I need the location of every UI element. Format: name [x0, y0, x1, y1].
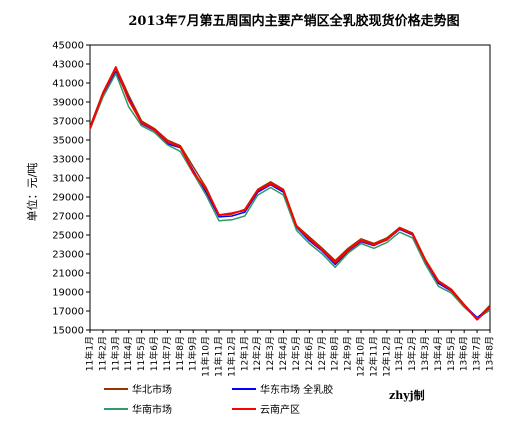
y-tick-label: 39000 [52, 98, 84, 109]
x-tick-label: 11年3月 [109, 336, 121, 371]
x-tick-label: 13年5月 [445, 336, 457, 371]
y-tick-label: 33000 [52, 155, 84, 166]
series-lines [89, 66, 491, 321]
x-tick-label: 12年9月 [342, 336, 354, 371]
y-axis-label: 单位：元/吨 [25, 163, 39, 222]
legend-label-3: 华南市场 [132, 403, 172, 416]
x-tick-label: 11年10月 [200, 336, 212, 377]
x-tick-label: 12年11月 [367, 336, 379, 377]
legend-label-1: 华北市场 [132, 383, 172, 396]
y-tick-label: 19000 [52, 288, 84, 299]
legend-label-2: 华东市场 全乳胶 [260, 383, 333, 396]
x-tick-label: 11年5月 [135, 336, 147, 371]
x-tick-label: 11年8月 [174, 336, 186, 371]
y-tick-label: 27000 [52, 212, 84, 223]
y-tick-label: 23000 [52, 250, 84, 261]
series-line-3 [89, 72, 491, 320]
x-tick-label: 13年4月 [432, 336, 444, 371]
y-tick-label: 43000 [52, 60, 84, 71]
y-tick-label: 41000 [52, 79, 84, 90]
x-tick-label: 11年9月 [187, 336, 199, 371]
x-tick-label: 12年7月 [316, 336, 328, 371]
x-tick-label: 11年2月 [96, 336, 108, 371]
x-tick-label: 13年6月 [458, 336, 470, 371]
x-tick-label: 12年5月 [290, 336, 302, 371]
y-tick-label: 31000 [52, 174, 84, 185]
y-tick-label: 45000 [52, 41, 84, 52]
y-tick-label: 29000 [52, 193, 84, 204]
x-tick-label: 13年8月 [484, 336, 496, 371]
x-tick-label: 13年3月 [419, 336, 431, 371]
x-tick-label: 12年6月 [303, 336, 315, 371]
x-tick-label: 13年2月 [406, 336, 418, 371]
x-tick-label: 11年1月 [84, 336, 96, 371]
x-tick-label: 11年4月 [122, 336, 134, 371]
x-tick-label: 12年12月 [380, 336, 392, 377]
series-line-1 [89, 66, 491, 320]
watermark: zhyj制 [389, 388, 425, 402]
y-tick-label: 35000 [52, 136, 84, 147]
x-tick-label: 12年10月 [354, 336, 366, 377]
x-tick-label: 13年1月 [393, 336, 405, 371]
x-tick-label: 11年6月 [148, 336, 160, 371]
y-tick-label: 37000 [52, 117, 84, 128]
x-tick-label: 12年4月 [277, 336, 289, 371]
x-tick-label: 12年1月 [238, 336, 250, 371]
y-tick-label: 25000 [52, 231, 84, 242]
x-tick-label: 13年7月 [471, 336, 483, 371]
y-tick-label: 21000 [52, 269, 84, 280]
x-tick-label: 11年12月 [225, 336, 237, 377]
plot-area [89, 44, 491, 331]
x-tick-label: 12年2月 [251, 336, 263, 371]
x-tick-label: 12年3月 [264, 336, 276, 371]
chart-title: 2013年7月第五周国内主要产销区全乳胶现货价格走势图 [128, 13, 459, 29]
y-tick-label: 17000 [52, 307, 84, 318]
series-line-4 [89, 66, 491, 321]
legend-label-4: 云南产区 [260, 403, 300, 416]
x-tick-label: 12年8月 [329, 336, 341, 371]
x-tick-label: 11年7月 [161, 336, 173, 371]
y-axis: 45000 43000 41000 39000 37000 35000 33000 31000… [52, 41, 90, 337]
series-line-2 [89, 70, 491, 319]
y-tick-label: 15000 [52, 326, 84, 337]
x-tick-label: 11年11月 [213, 336, 225, 377]
x-axis: 11年1月 11年2月 11年3月 11年4月 11年5月 11年6月 11年7月 11年8月… [84, 330, 496, 377]
